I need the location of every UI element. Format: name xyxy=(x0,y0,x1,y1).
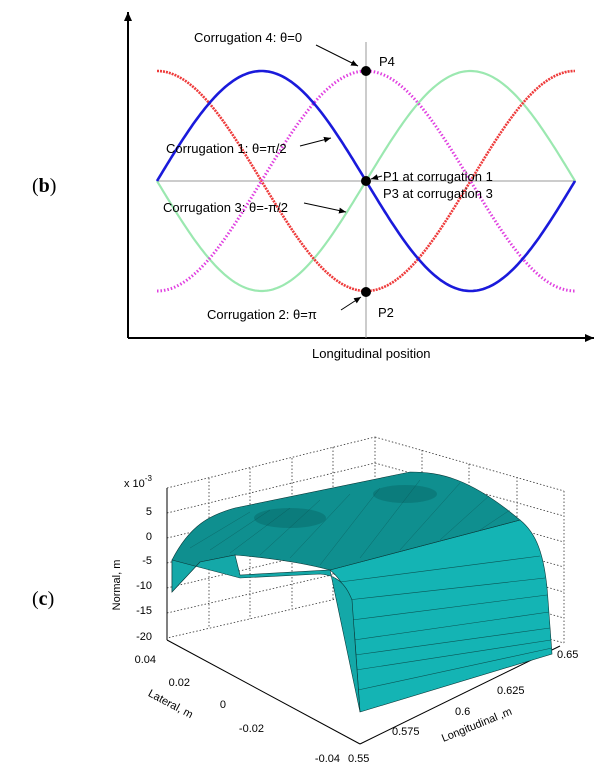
point-p1-p3 xyxy=(361,176,371,186)
corrugation-band-2 xyxy=(373,485,437,503)
point-p4 xyxy=(361,66,371,76)
y-tick: -0.04 xyxy=(315,753,340,765)
arrow-c4 xyxy=(315,44,359,67)
z-tick: 0 xyxy=(146,531,152,543)
y-tick: -0.02 xyxy=(239,723,264,735)
x-tick: 0.575 xyxy=(392,726,420,738)
x-axis-label: Longitudinal ,m xyxy=(440,706,514,745)
panel-c-label: (c) xyxy=(32,588,55,610)
corrugation-band-1 xyxy=(254,508,326,528)
x-tick: 0.65 xyxy=(557,649,578,661)
surface-left-edge xyxy=(171,554,361,713)
x-axis-line xyxy=(359,645,561,745)
label-c2: Corrugation 2: θ=π xyxy=(207,307,317,322)
label-c1: Corrugation 1: θ=π/2 xyxy=(166,141,287,156)
arrow-c1 xyxy=(299,136,332,147)
point-p2 xyxy=(361,287,371,297)
y-tick: 0.02 xyxy=(169,677,190,689)
y-axis-label: Lateral, m xyxy=(146,688,195,722)
label-c3: Corrugation 3: θ=-π/2 xyxy=(163,200,288,215)
arrow-c3 xyxy=(303,202,347,214)
z-tick: -15 xyxy=(136,605,152,617)
arrow-c2 xyxy=(340,296,362,311)
z-tick: -20 xyxy=(136,631,152,643)
label-p1: P1 at corrugation 1 xyxy=(383,169,493,184)
surface-front-lines xyxy=(339,555,553,691)
panel-c: x 10-3 5 0 -5 -10 -15 -20 0.04 0.02 0 -0… xyxy=(111,436,578,765)
x-axis-label: Longitudinal position xyxy=(312,346,431,361)
panel-b-label: (b) xyxy=(32,175,57,197)
surface-mesh-lines xyxy=(189,479,511,566)
z-tick: -5 xyxy=(142,555,152,567)
label-p3: P3 at corrugation 3 xyxy=(383,186,493,201)
panel-c-letter: c xyxy=(38,588,48,610)
y-axis-line xyxy=(166,639,361,745)
label-c4: Corrugation 4: θ=0 xyxy=(194,30,302,45)
corrugated-surface xyxy=(171,471,553,713)
x-tick: 0.6 xyxy=(455,706,470,718)
z-tick: 5 xyxy=(146,506,152,518)
y-tick: 0.04 xyxy=(135,654,156,666)
panel-b: Corrugation 4: θ=0 P4 Corrugation 1: θ=π… xyxy=(124,12,594,361)
z-axis-label: Normal, m xyxy=(111,560,123,611)
x-tick: 0.625 xyxy=(497,685,525,697)
panel-b-letter: b xyxy=(38,175,50,197)
label-p4: P4 xyxy=(379,54,395,69)
label-p2: P2 xyxy=(378,305,394,320)
y-tick: 0 xyxy=(220,699,226,711)
arrow-p1 xyxy=(370,174,383,181)
x-tick: 0.55 xyxy=(348,753,369,765)
corrugation-4-curve xyxy=(157,69,575,293)
z-scale-factor: x 10-3 xyxy=(124,474,152,490)
z-tick: -10 xyxy=(136,580,152,592)
